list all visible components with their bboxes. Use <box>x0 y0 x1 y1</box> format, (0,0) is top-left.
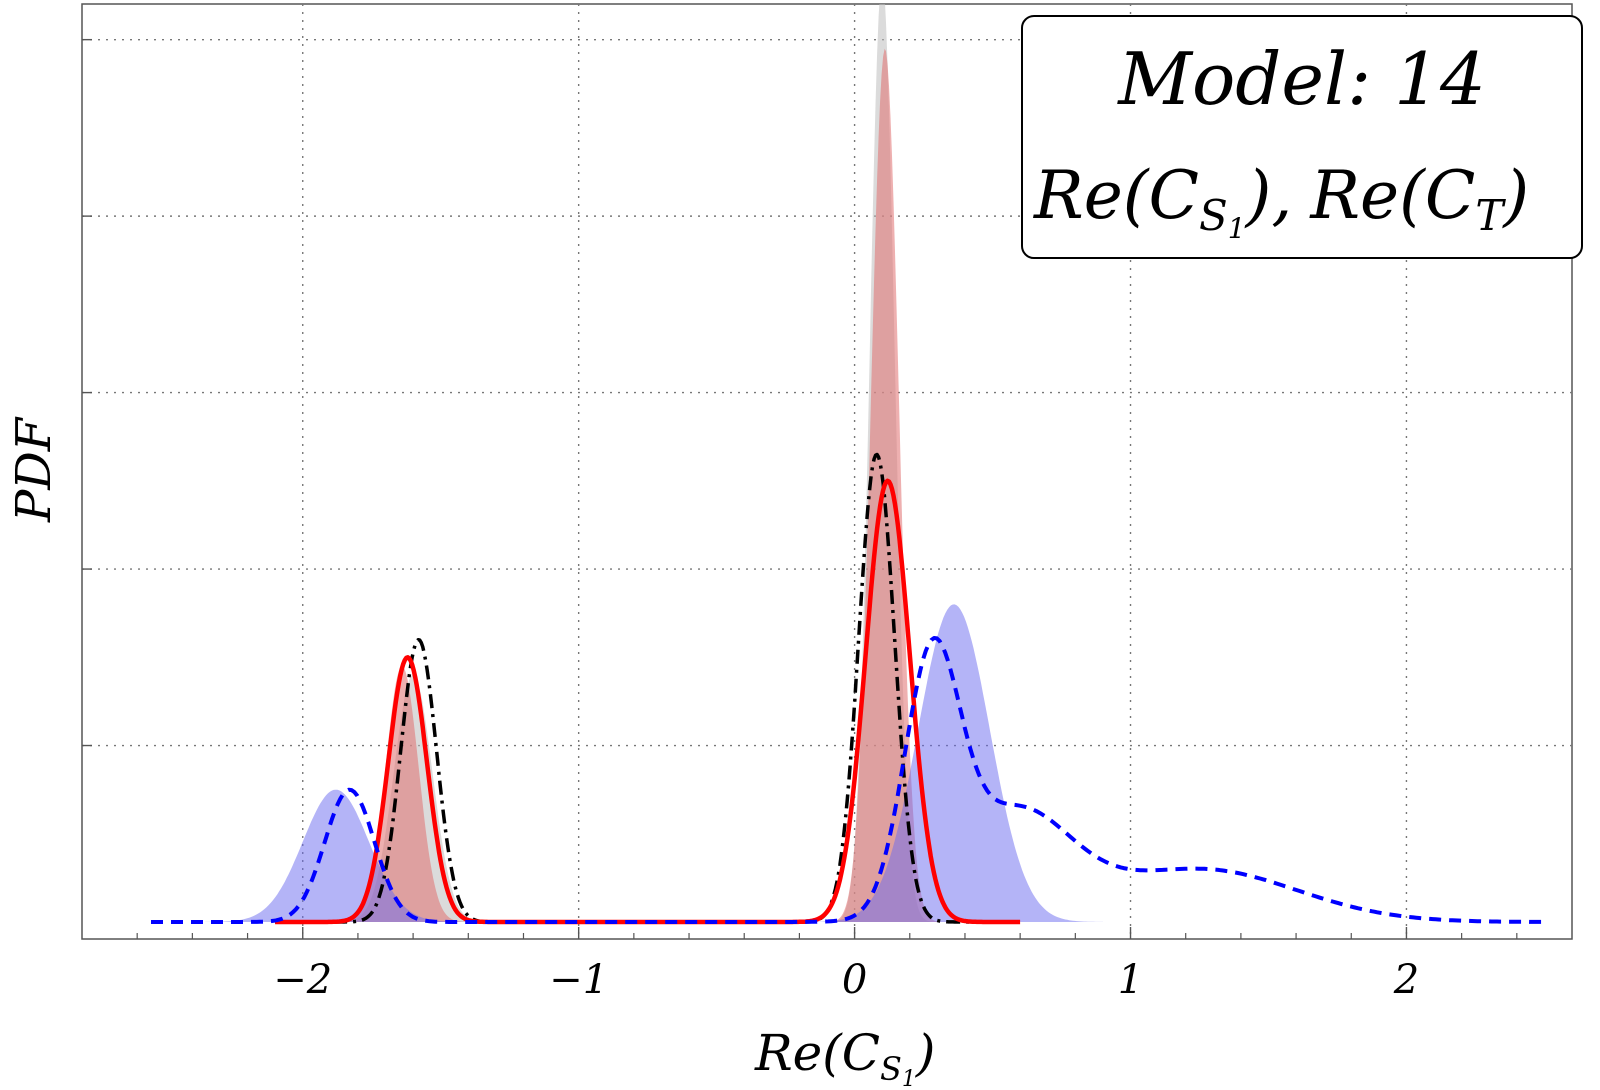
legend-model-title: Model: 14 <box>1116 37 1486 121</box>
x-tick-label-2: 0 <box>842 957 867 1003</box>
legend-frame <box>1021 15 1583 259</box>
x-axis-label-close: ) <box>915 1024 936 1082</box>
legend-param-b-sub: T <box>1475 191 1506 240</box>
series-layer <box>151 4 1545 925</box>
series-blue-filled-area <box>164 604 1103 922</box>
x-tick-label-1: −1 <box>549 957 608 1003</box>
x-axis-label-main: Re(C <box>754 1024 880 1082</box>
x-axis-label: Re(CS1) <box>754 1024 935 1090</box>
legend-param-b: Re(C <box>1309 157 1475 234</box>
x-tick-label-0: −2 <box>273 957 332 1003</box>
x-tick-label-3: 1 <box>1118 957 1143 1003</box>
legend-param-a: Re(C <box>1033 157 1199 234</box>
legend-param-a-subsub: 1 <box>1228 212 1246 245</box>
tick-layer: −2 −1 0 1 2 <box>82 38 1518 1003</box>
series-blue-dashed-line <box>151 636 1545 924</box>
y-axis-label: PDF <box>6 416 62 523</box>
plot-frame <box>81 3 1573 940</box>
x-axis-label-sub: S <box>880 1050 902 1088</box>
legend-param-a-close: ), <box>1244 157 1293 234</box>
x-axis-label-subsub: 1 <box>902 1067 916 1090</box>
legend-parameters: Re(CS1), Re(CT) <box>1033 157 1529 245</box>
x-tick-label-4: 2 <box>1393 957 1419 1003</box>
legend-param-a-sub: S <box>1199 191 1228 240</box>
legend-param-b-close: ) <box>1501 157 1529 234</box>
legend-box: Model: 14 Re(CS1), Re(CT) <box>1021 15 1583 259</box>
